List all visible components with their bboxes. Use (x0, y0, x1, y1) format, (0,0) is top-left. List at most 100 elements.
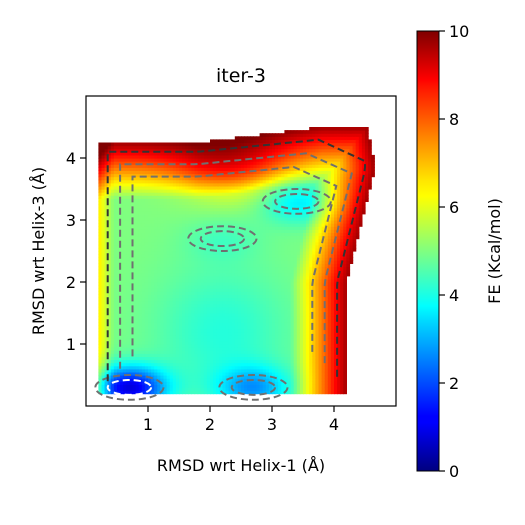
heatmap-cell (250, 257, 254, 261)
heatmap-cell (182, 195, 186, 199)
heatmap-cell (210, 170, 214, 175)
heatmap-cell (135, 213, 140, 218)
heatmap-cell (163, 306, 168, 311)
heatmap-cell (166, 142, 171, 147)
heatmap-cell (104, 182, 109, 187)
heatmap-cell (200, 356, 205, 361)
heatmap-cell (107, 207, 112, 212)
heatmap-cell (154, 241, 158, 246)
heatmap-cell (210, 340, 214, 345)
heatmap-cell (141, 306, 146, 311)
heatmap-cell (194, 179, 199, 184)
heatmap-cell (179, 207, 183, 212)
heatmap-cell (126, 173, 130, 178)
heatmap-cell (262, 359, 267, 364)
heatmap-cell (101, 334, 106, 339)
heatmap-cell (107, 334, 112, 339)
heatmap-cell (157, 204, 161, 209)
heatmap-cell (123, 319, 127, 323)
heatmap-cell (197, 213, 202, 218)
heatmap-cell (163, 263, 168, 268)
heatmap-cell (197, 294, 202, 299)
heatmap-cell (151, 390, 155, 395)
heatmap-cell (200, 235, 205, 240)
heatmap-cell (275, 158, 279, 162)
heatmap-cell (175, 220, 180, 224)
heatmap-cell (250, 247, 254, 252)
heatmap-cell (135, 179, 140, 184)
heatmap-cell (194, 148, 199, 153)
heatmap-cell (148, 192, 152, 196)
heatmap-cell (203, 375, 208, 379)
heatmap-cell (123, 241, 127, 246)
heatmap-cell (182, 285, 186, 289)
heatmap-cell (129, 365, 134, 370)
heatmap-cell (182, 371, 186, 376)
heatmap-cell (250, 238, 254, 243)
heatmap-cell (113, 319, 118, 323)
heatmap-cell (200, 319, 205, 323)
heatmap-cell (144, 294, 149, 299)
heatmap-cell (237, 275, 242, 280)
heatmap-cell (284, 266, 289, 271)
heatmap-cell (259, 285, 264, 289)
heatmap-cell (166, 365, 171, 370)
heatmap-cell (256, 347, 261, 351)
heatmap-cell (237, 288, 242, 292)
heatmap-cell (132, 359, 137, 364)
heatmap-cell (163, 347, 168, 351)
heatmap-cell (151, 371, 155, 376)
heatmap-cell (197, 207, 202, 212)
heatmap-cell (117, 322, 121, 326)
heatmap-cell (281, 260, 285, 264)
heatmap-cell (98, 238, 103, 243)
heatmap-cell (275, 195, 279, 199)
heatmap-cell (278, 244, 282, 249)
heatmap-cell (272, 161, 276, 165)
heatmap-cell (154, 257, 158, 261)
heatmap-cell (256, 353, 261, 357)
heatmap-cell (281, 306, 285, 311)
heatmap-cell (278, 145, 282, 150)
heatmap-cell (244, 288, 248, 292)
heatmap-cell (138, 272, 143, 277)
heatmap-cell (194, 145, 199, 150)
heatmap-cell (203, 371, 208, 376)
heatmap-cell (185, 161, 189, 165)
heatmap-cell (234, 173, 239, 178)
heatmap-cell (101, 154, 106, 159)
heatmap-cell (253, 347, 258, 351)
heatmap-cell (225, 282, 230, 286)
heatmap-cell (213, 381, 217, 385)
heatmap-cell (185, 309, 189, 314)
heatmap-cell (163, 182, 168, 187)
heatmap-cell (241, 158, 245, 162)
heatmap-cell (110, 151, 115, 156)
heatmap-cell (256, 164, 261, 168)
heatmap-cell (188, 344, 192, 348)
heatmap-cell (126, 213, 130, 218)
heatmap-cell (175, 275, 180, 280)
heatmap-cell (157, 319, 161, 323)
heatmap-cell (188, 371, 192, 376)
heatmap-cell (253, 337, 258, 342)
heatmap-cell (154, 210, 158, 215)
heatmap-cell (259, 244, 264, 249)
heatmap-cell (225, 158, 230, 162)
heatmap-cell (107, 303, 112, 308)
heatmap-cell (113, 291, 118, 295)
heatmap-cell (231, 158, 236, 162)
heatmap-cell (138, 232, 143, 237)
heatmap-cell (123, 164, 127, 168)
heatmap-cell (98, 145, 103, 150)
heatmap-cell (104, 251, 109, 255)
heatmap-cell (154, 263, 158, 268)
heatmap-cell (104, 232, 109, 237)
heatmap-cell (135, 282, 140, 286)
heatmap-cell (216, 390, 220, 395)
heatmap-cell (216, 189, 220, 193)
heatmap-cell (151, 266, 155, 271)
heatmap-cell (225, 254, 230, 258)
heatmap-cell (182, 232, 186, 237)
heatmap-cell (262, 226, 267, 230)
